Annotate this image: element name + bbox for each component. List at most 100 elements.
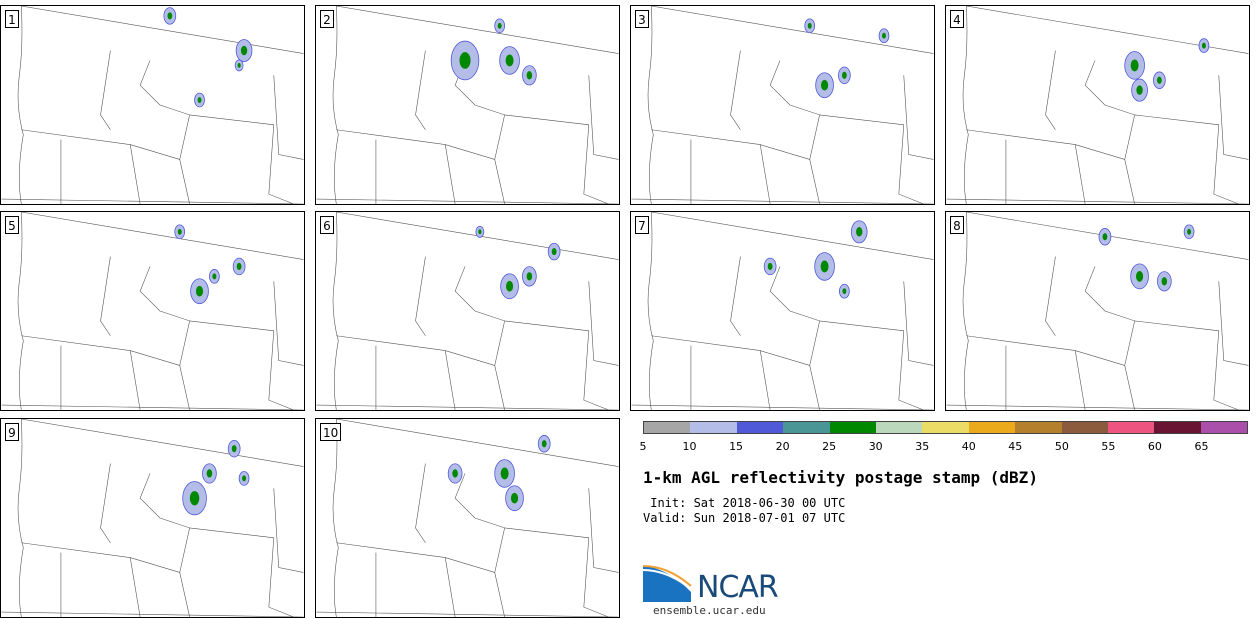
reflectivity-core	[505, 54, 514, 67]
state-boundary	[415, 256, 426, 336]
reflectivity-core	[526, 71, 533, 80]
state-boundary	[100, 256, 111, 336]
reflectivity-core	[231, 445, 237, 453]
state-boundary	[100, 463, 111, 543]
reflectivity-core	[1130, 59, 1139, 72]
colorbar-tick: 5	[639, 440, 647, 453]
map-basemap	[316, 6, 619, 204]
state-boundary	[189, 320, 294, 410]
colorbar-tick: 25	[822, 440, 837, 453]
state-boundary	[316, 611, 619, 617]
reflectivity-core	[1161, 277, 1168, 286]
reflectivity-core	[197, 97, 202, 104]
colorbar-segment	[829, 422, 876, 433]
state-boundary	[444, 144, 456, 204]
state-boundary	[17, 212, 24, 410]
colorbar-tick: 60	[1147, 440, 1162, 453]
state-boundary	[769, 266, 820, 410]
state-boundary	[415, 50, 426, 130]
state-boundary	[454, 60, 505, 204]
state-boundary	[647, 6, 654, 204]
state-boundary	[17, 419, 24, 617]
reflectivity-core	[510, 492, 519, 504]
reflectivity-core	[212, 273, 217, 280]
panel-label: 8	[950, 216, 964, 234]
colorbar-tick: 40	[961, 440, 976, 453]
map-basemap	[946, 212, 1249, 410]
logo-text: NCAR	[697, 570, 779, 605]
state-boundary	[730, 256, 741, 336]
state-boundary	[336, 419, 619, 467]
colorbar-segment	[1154, 422, 1201, 433]
state-boundary	[139, 473, 190, 617]
state-boundary	[189, 114, 294, 204]
state-boundary	[647, 212, 654, 410]
state-boundary	[903, 281, 934, 366]
state-boundary	[332, 6, 339, 204]
colorbar-segment	[644, 422, 691, 433]
colorbar-segment	[1200, 422, 1248, 433]
state-boundary	[454, 473, 505, 617]
reflectivity-core	[1187, 228, 1192, 235]
state-boundary	[273, 75, 304, 160]
colorbar-tick: 10	[682, 440, 697, 453]
map-basemap	[1, 419, 304, 617]
state-boundary	[129, 557, 141, 617]
reflectivity-core	[842, 288, 847, 295]
reflectivity-core	[478, 229, 482, 235]
state-boundary	[759, 350, 771, 410]
state-boundary	[129, 144, 141, 204]
postage-stamp-panel-3: 3	[630, 5, 935, 205]
state-boundary	[139, 266, 190, 410]
postage-stamp-panel-7: 7	[630, 211, 935, 411]
map-basemap	[631, 212, 934, 410]
map-basemap	[1, 212, 304, 410]
reflectivity-core	[551, 248, 557, 256]
state-boundary	[454, 266, 505, 410]
reflectivity-core	[881, 32, 886, 39]
colorbar-segment	[1061, 422, 1108, 433]
state-boundary	[189, 527, 294, 617]
reflectivity-core	[1102, 233, 1108, 241]
state-boundary	[504, 320, 609, 410]
reflectivity-core	[767, 262, 773, 271]
reflectivity-core	[821, 79, 829, 91]
panel-label: 9	[5, 423, 19, 441]
state-boundary	[1, 611, 304, 617]
reflectivity-core	[856, 227, 863, 237]
state-boundary	[819, 320, 924, 410]
reflectivity-core	[500, 467, 509, 480]
state-boundary	[21, 6, 304, 54]
panel-label: 10	[320, 423, 342, 441]
map-basemap	[1, 6, 304, 204]
logo-url: ensemble.ucar.edu	[653, 604, 766, 617]
postage-stamp-panel-10: 10	[315, 418, 620, 618]
colorbar-tick: 55	[1101, 440, 1116, 453]
state-boundary	[504, 527, 609, 617]
state-boundary	[1045, 256, 1056, 336]
state-boundary	[631, 198, 934, 204]
map-basemap	[316, 212, 619, 410]
state-boundary	[415, 463, 426, 543]
map-basemap	[631, 6, 934, 204]
state-boundary	[651, 129, 810, 160]
reflectivity-core	[841, 71, 847, 79]
panel-label: 2	[320, 10, 334, 28]
reflectivity-core	[452, 469, 458, 478]
panel-label: 3	[635, 10, 649, 28]
map-basemap	[316, 419, 619, 617]
state-boundary	[1074, 144, 1086, 204]
reflectivity-core	[459, 52, 471, 69]
colorbar-tick: 45	[1008, 440, 1023, 453]
state-boundary	[273, 281, 304, 366]
state-boundary	[316, 198, 619, 204]
state-boundary	[316, 404, 619, 410]
state-boundary	[588, 75, 619, 160]
state-boundary	[966, 129, 1125, 160]
postage-stamp-panel-6: 6	[315, 211, 620, 411]
state-boundary	[946, 198, 1249, 204]
colorbar-segment	[875, 422, 923, 433]
postage-stamp-panel-2: 2	[315, 5, 620, 205]
init-time: Init: Sat 2018-06-30 00 UTC	[643, 496, 846, 510]
state-boundary	[651, 335, 810, 366]
